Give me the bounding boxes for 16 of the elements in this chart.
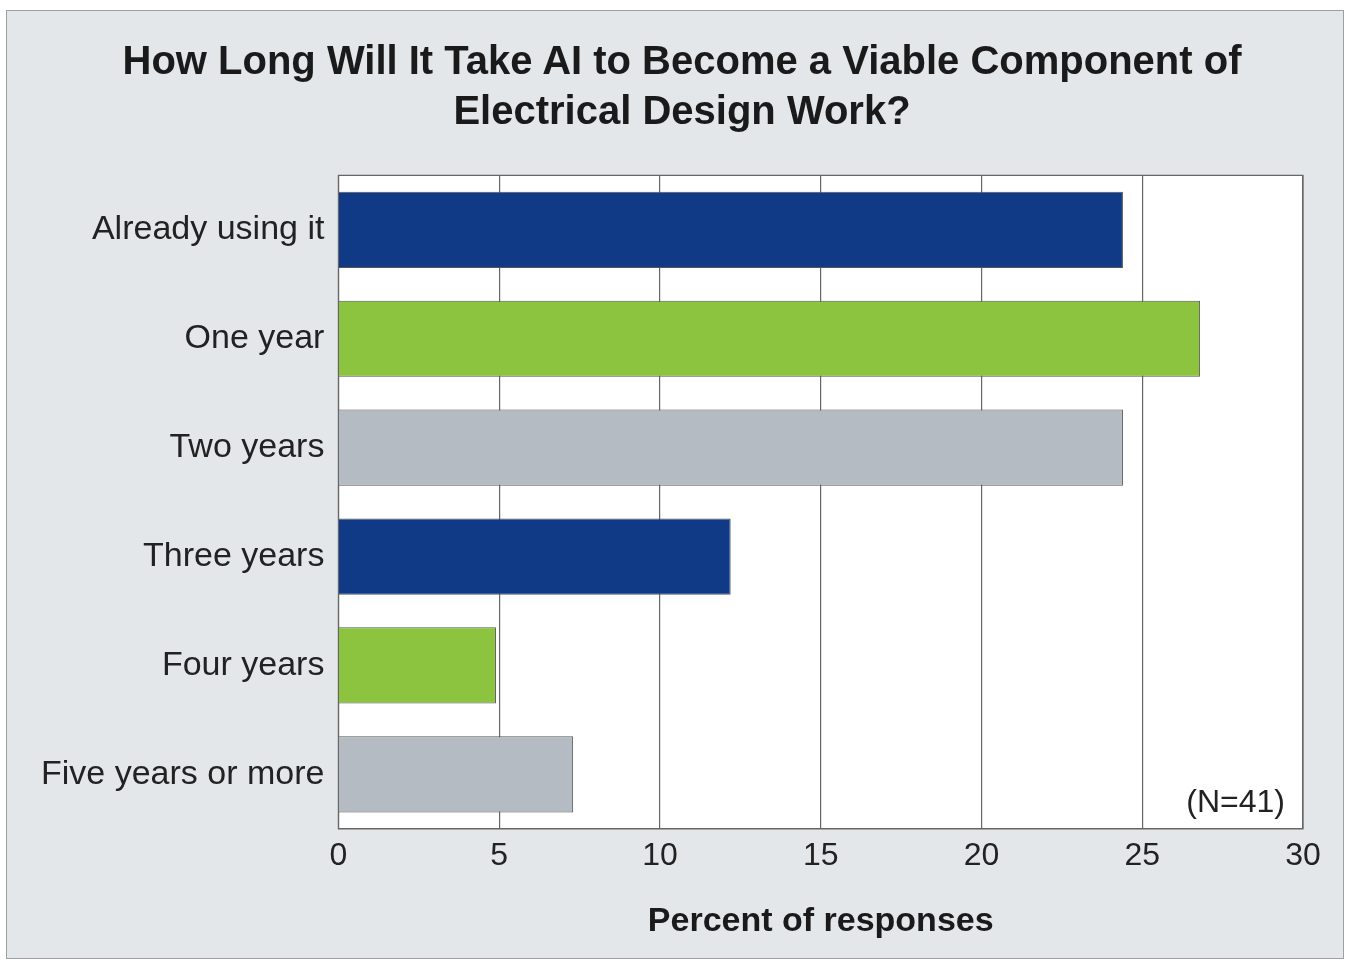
x-tick-label: 30: [1285, 835, 1321, 872]
chart-title: How Long Will It Take AI to Become a Viable Component of Electrical Design Work?: [121, 37, 1243, 134]
x-tick-label: 10: [642, 835, 678, 872]
x-tick-label: 25: [1124, 835, 1161, 872]
x-tick-label: 5: [490, 835, 509, 872]
y-tick-label: Three years: [143, 534, 325, 573]
y-tick-label: Already using it: [91, 208, 325, 247]
x-tick-label: 0: [329, 835, 348, 872]
x-tick-label: 20: [963, 835, 1000, 872]
y-tick-label: Two years: [169, 426, 325, 465]
y-tick-label: Five years or more: [41, 752, 325, 791]
y-tick-label: One year: [184, 317, 325, 356]
x-axis-title: Percent of responses: [647, 899, 994, 938]
annotation: (N=41): [1186, 782, 1285, 819]
x-tick-label: 15: [802, 835, 839, 872]
y-tick-label: Four years: [161, 643, 325, 682]
